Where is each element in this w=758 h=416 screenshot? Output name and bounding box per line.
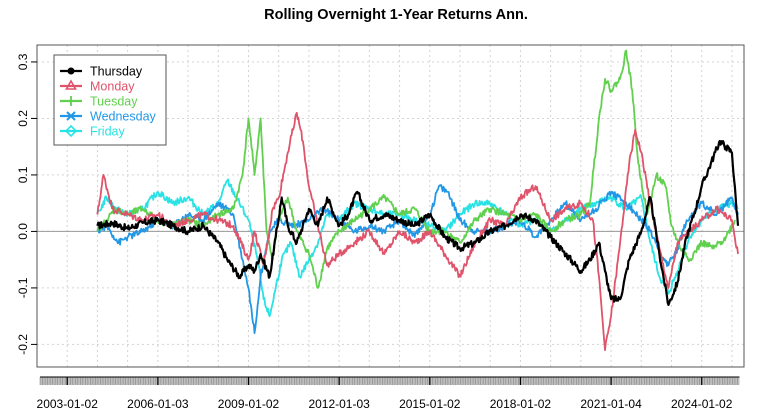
series-line-monday — [96, 111, 739, 351]
legend-marker-triangle — [65, 79, 77, 90]
x-axis: 2003-01-02 2006-01-03 2009-01-02 2012-01-03… — [37, 376, 740, 411]
y-tick-label: -0.1 — [16, 277, 30, 298]
y-tick-label: 0.3 — [16, 53, 30, 70]
series-line-tuesday — [96, 49, 736, 289]
legend-marker-diamond — [64, 124, 78, 138]
x-tick-label: 2015-01-02 — [399, 397, 461, 411]
series-line-wednesday — [96, 184, 739, 334]
x-tick-label: 2009-01-02 — [218, 397, 280, 411]
legend-item-tuesday: Tuesday — [60, 95, 138, 109]
x-tick-label: 2024-01-02 — [671, 397, 733, 411]
x-tick-label: 2006-01-03 — [127, 397, 189, 411]
series-lines — [96, 49, 740, 351]
legend-label: Thursday — [90, 65, 143, 79]
x-tick-label: 2003-01-02 — [37, 397, 99, 411]
legend-label: Friday — [90, 125, 125, 139]
legend-item-thursday: Thursday — [60, 65, 143, 79]
plot-frame — [36, 44, 745, 368]
x-tick-label: 2018-01-02 — [490, 397, 552, 411]
y-tick-label: -0.2 — [16, 334, 30, 355]
legend-marker-circle — [67, 67, 75, 75]
x-tick-label: 2012-01-03 — [308, 397, 370, 411]
legend-item-monday: Monday — [60, 79, 135, 94]
x-tick-label: 2021-01-04 — [580, 397, 642, 411]
legend-item-friday: Friday — [60, 125, 125, 139]
legend-label: Monday — [90, 80, 135, 94]
series-line-thursday — [96, 139, 740, 306]
legend-label: Wednesday — [90, 110, 157, 124]
y-axis: -0.2 -0.1 0.0 0.1 0.2 0.3 — [16, 53, 37, 355]
legend-item-wednesday: Wednesday — [60, 110, 157, 124]
series-line-friday — [96, 178, 739, 318]
legend-label: Tuesday — [90, 95, 138, 109]
y-tick-label: 0.2 — [16, 110, 30, 127]
legend-marker-cross — [66, 111, 76, 121]
legend-marker-plus — [66, 96, 76, 106]
chart-title: Rolling Overnight 1-Year Returns Ann. — [264, 7, 528, 23]
y-tick-label: 0.0 — [16, 223, 30, 240]
y-tick-label: 0.1 — [16, 166, 30, 183]
